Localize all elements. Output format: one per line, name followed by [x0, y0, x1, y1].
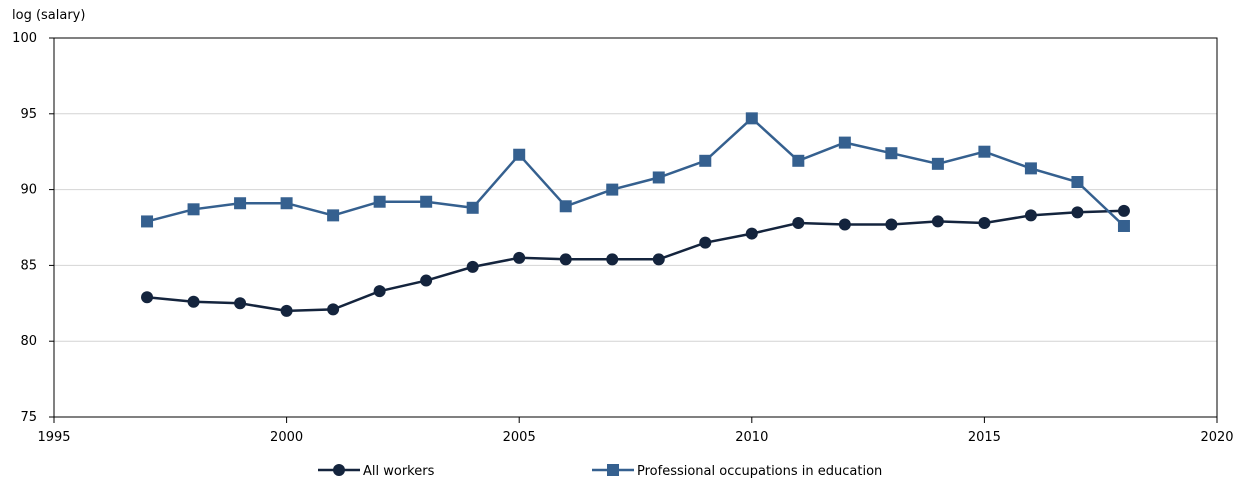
data-point: [234, 297, 247, 310]
data-point: [280, 197, 293, 210]
data-point: [745, 112, 758, 125]
data-point: [559, 253, 572, 266]
series-line: [146, 116, 1125, 227]
data-point: [931, 215, 944, 228]
x-axis-ticks: 1995 2000 2005 2010 2015 2020: [37, 417, 1234, 445]
y-tick-label: 90: [20, 183, 37, 198]
data-point: [1071, 176, 1084, 189]
data-point: [838, 136, 851, 149]
data-point: [1117, 219, 1130, 232]
gridlines: [54, 113, 1217, 342]
legend-marker: [607, 464, 619, 476]
series-2: [141, 112, 1130, 232]
y-tick-label: 85: [20, 258, 37, 273]
data-point: [699, 236, 712, 249]
data-point: [885, 147, 898, 160]
x-tick-label: 2020: [1200, 430, 1233, 445]
data-point: [280, 304, 293, 317]
data-point: [1117, 204, 1130, 217]
data-point: [699, 154, 712, 167]
y-axis-title: log (salary): [12, 8, 85, 23]
data-point: [466, 260, 479, 273]
data-point: [606, 253, 619, 266]
data-point: [978, 216, 991, 229]
data-point: [327, 209, 340, 222]
legend: All workers Professional occupations in e…: [318, 464, 882, 479]
y-tick-label: 95: [20, 107, 37, 122]
data-point: [978, 145, 991, 158]
data-point: [141, 215, 154, 228]
data-point: [745, 227, 758, 240]
data-point: [327, 303, 340, 316]
data-point: [420, 274, 433, 287]
legend-item: Professional occupations in education: [592, 464, 882, 479]
data-point: [373, 195, 386, 208]
data-point: [466, 201, 479, 214]
data-point: [931, 157, 944, 170]
data-point: [1024, 209, 1037, 222]
x-tick-label: 2005: [503, 430, 536, 445]
data-point: [420, 195, 433, 208]
data-point: [606, 183, 619, 196]
data-point: [141, 291, 154, 304]
legend-item: All workers: [318, 464, 435, 479]
y-tick-label: 80: [20, 334, 37, 349]
data-point: [559, 200, 572, 213]
x-tick-label: 1995: [37, 430, 70, 445]
data-point: [792, 154, 805, 167]
data-point: [513, 251, 526, 264]
series-1: [141, 204, 1130, 317]
legend-marker: [333, 464, 345, 476]
data-point: [652, 171, 665, 184]
x-tick-label: 2000: [270, 430, 303, 445]
legend-label: All workers: [363, 464, 435, 479]
data-point: [234, 197, 247, 210]
y-axis-ticks: 75 80 85 90 95 100: [12, 31, 54, 425]
series-line: [146, 209, 1125, 313]
data-point: [513, 148, 526, 161]
y-tick-label: 100: [12, 31, 37, 46]
data-point: [187, 295, 200, 308]
legend-label: Professional occupations in education: [637, 464, 882, 479]
data-point: [885, 218, 898, 231]
y-tick-label: 75: [20, 410, 37, 425]
data-point: [792, 216, 805, 229]
data-point: [1024, 162, 1037, 175]
x-tick-label: 2010: [735, 430, 768, 445]
plot-area-frame: [53, 37, 1218, 418]
data-point: [838, 218, 851, 231]
data-point: [187, 203, 200, 216]
x-tick-label: 2015: [968, 430, 1001, 445]
data-point: [652, 253, 665, 266]
series-layer: [141, 112, 1130, 317]
data-point: [1071, 206, 1084, 219]
data-point: [373, 285, 386, 298]
